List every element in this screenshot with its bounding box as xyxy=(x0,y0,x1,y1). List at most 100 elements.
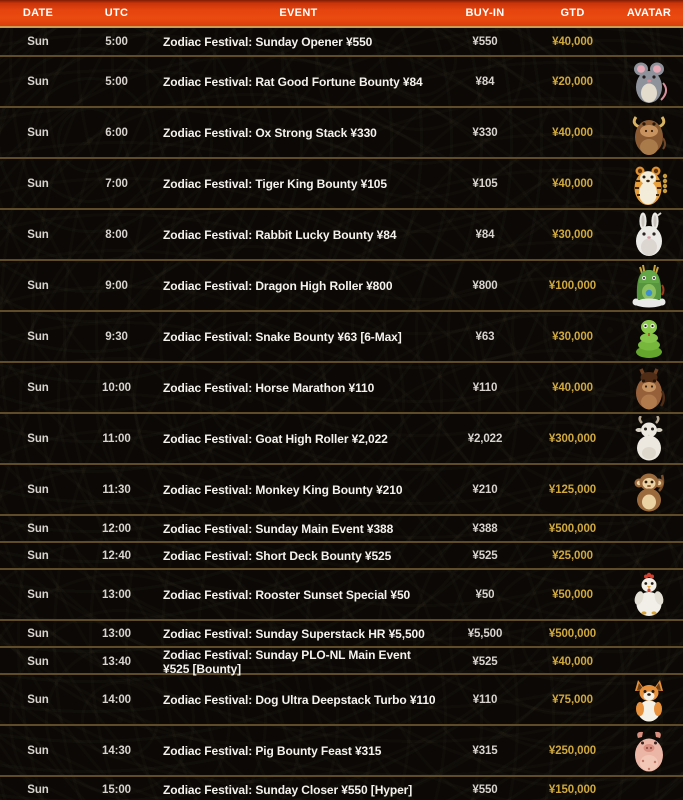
event-cell: Zodiac Festival: Sunday PLO-NL Main Even… xyxy=(163,648,411,676)
event-cell: Zodiac Festival: Rabbit Lucky Bounty ¥84 xyxy=(163,227,397,242)
avatar-cell xyxy=(615,777,683,800)
pig-avatar-icon xyxy=(615,726,683,775)
date-cell: Sun xyxy=(27,381,49,394)
event-cell: Zodiac Festival: Pig Bounty Feast ¥315 xyxy=(163,743,382,758)
table-row[interactable]: Sun 13:40 Zodiac Festival: Sunday PLO-NL… xyxy=(0,646,683,676)
event-cell: Zodiac Festival: Short Deck Bounty ¥525 xyxy=(163,548,392,563)
table-row[interactable]: Sun 7:00 Zodiac Festival: Tiger King Bou… xyxy=(0,157,683,208)
dragon-avatar-icon xyxy=(615,261,683,310)
table-body: Sun 5:00 Zodiac Festival: Sunday Opener … xyxy=(0,28,683,800)
event-cell: Zodiac Festival: Monkey King Bounty ¥210 xyxy=(163,482,403,497)
column-header-avatar: AVATAR xyxy=(626,7,672,19)
utc-cell: 7:00 xyxy=(105,177,128,190)
table-row[interactable]: Sun 13:00 Zodiac Festival: Rooster Sunse… xyxy=(0,568,683,619)
event-cell: Zodiac Festival: Rat Good Fortune Bounty… xyxy=(163,74,423,89)
avatar-cell xyxy=(615,543,683,568)
table-row[interactable]: Sun 10:00 Zodiac Festival: Horse Maratho… xyxy=(0,361,683,412)
rat-avatar-icon xyxy=(615,57,683,106)
table-row[interactable]: Sun 9:00 Zodiac Festival: Dragon High Ro… xyxy=(0,259,683,310)
table-row[interactable]: Sun 8:00 Zodiac Festival: Rabbit Lucky B… xyxy=(0,208,683,259)
utc-cell: 9:30 xyxy=(105,330,128,343)
buyin-cell: ¥5,500 xyxy=(467,627,503,640)
gtd-cell: ¥30,000 xyxy=(552,330,593,343)
buyin-cell: ¥550 xyxy=(472,35,498,48)
event-cell: Zodiac Festival: Sunday Closer ¥550 [Hyp… xyxy=(163,782,413,797)
column-header-gtd: GTD xyxy=(560,7,585,19)
event-cell: Zodiac Festival: Dragon High Roller ¥800 xyxy=(163,278,393,293)
date-cell: Sun xyxy=(27,783,49,796)
date-cell: Sun xyxy=(27,549,49,562)
gtd-cell: ¥40,000 xyxy=(552,177,593,190)
utc-cell: 15:00 xyxy=(102,783,131,796)
avatar-cell xyxy=(615,28,683,55)
buyin-cell: ¥110 xyxy=(472,381,498,394)
avatar-cell xyxy=(615,621,683,646)
table-row[interactable]: Sun 11:00 Zodiac Festival: Goat High Rol… xyxy=(0,412,683,463)
buyin-cell: ¥330 xyxy=(472,126,498,139)
date-cell: Sun xyxy=(27,75,49,88)
table-row[interactable]: Sun 12:00 Zodiac Festival: Sunday Main E… xyxy=(0,514,683,541)
utc-cell: 13:40 xyxy=(102,656,131,668)
gtd-cell: ¥75,000 xyxy=(552,693,593,706)
buyin-cell: ¥210 xyxy=(472,483,498,496)
date-cell: Sun xyxy=(27,177,49,190)
avatar-cell xyxy=(615,516,683,541)
event-cell: Zodiac Festival: Tiger King Bounty ¥105 xyxy=(163,176,387,191)
date-cell: Sun xyxy=(27,432,49,445)
gtd-cell: ¥125,000 xyxy=(548,483,597,496)
buyin-cell: ¥105 xyxy=(472,177,498,190)
event-cell: Zodiac Festival: Sunday Opener ¥550 xyxy=(163,34,373,49)
event-cell: Zodiac Festival: Ox Strong Stack ¥330 xyxy=(163,125,377,140)
gtd-cell: ¥500,000 xyxy=(548,522,597,535)
buyin-cell: ¥550 xyxy=(472,783,498,796)
utc-cell: 9:00 xyxy=(105,279,128,292)
date-cell: Sun xyxy=(27,483,49,496)
column-header-date: DATE xyxy=(22,7,54,19)
utc-cell: 12:00 xyxy=(102,522,131,535)
date-cell: Sun xyxy=(27,744,49,757)
buyin-cell: ¥50 xyxy=(475,588,495,601)
gtd-cell: ¥40,000 xyxy=(552,381,593,394)
gtd-cell: ¥50,000 xyxy=(552,588,593,601)
event-cell: Zodiac Festival: Goat High Roller ¥2,022 xyxy=(163,431,388,446)
event-cell: Zodiac Festival: Horse Marathon ¥110 xyxy=(163,380,375,395)
table-row[interactable]: Sun 9:30 Zodiac Festival: Snake Bounty ¥… xyxy=(0,310,683,361)
event-cell: Zodiac Festival: Rooster Sunset Special … xyxy=(163,587,411,602)
buyin-cell: ¥84 xyxy=(475,228,495,241)
table-row[interactable]: Sun 6:00 Zodiac Festival: Ox Strong Stac… xyxy=(0,106,683,157)
utc-cell: 14:30 xyxy=(102,744,131,757)
utc-cell: 11:30 xyxy=(102,483,131,496)
dog-avatar-icon xyxy=(615,675,683,724)
table-row[interactable]: Sun 14:00 Zodiac Festival: Dog Ultra Dee… xyxy=(0,673,683,724)
utc-cell: 6:00 xyxy=(105,126,128,139)
table-row[interactable]: Sun 13:00 Zodiac Festival: Sunday Supers… xyxy=(0,619,683,646)
gtd-cell: ¥250,000 xyxy=(548,744,597,757)
table-row[interactable]: Sun 11:30 Zodiac Festival: Monkey King B… xyxy=(0,463,683,514)
buyin-cell: ¥525 xyxy=(472,656,498,668)
utc-cell: 11:00 xyxy=(102,432,131,445)
table-row[interactable]: Sun 14:30 Zodiac Festival: Pig Bounty Fe… xyxy=(0,724,683,775)
utc-cell: 10:00 xyxy=(102,381,131,394)
date-cell: Sun xyxy=(27,693,49,706)
event-cell: Zodiac Festival: Dog Ultra Deepstack Tur… xyxy=(163,692,436,707)
gtd-cell: ¥100,000 xyxy=(548,279,597,292)
gtd-cell: ¥40,000 xyxy=(552,126,593,139)
gtd-cell: ¥40,000 xyxy=(552,656,593,668)
column-header-buyin: BUY-IN xyxy=(465,7,505,19)
table-row[interactable]: Sun 5:00 Zodiac Festival: Sunday Opener … xyxy=(0,28,683,55)
utc-cell: 8:00 xyxy=(105,228,128,241)
goat-avatar-icon xyxy=(615,414,683,463)
table-row[interactable]: Sun 15:00 Zodiac Festival: Sunday Closer… xyxy=(0,775,683,800)
event-cell: Zodiac Festival: Sunday Main Event ¥388 xyxy=(163,521,394,536)
buyin-cell: ¥84 xyxy=(475,75,495,88)
date-cell: Sun xyxy=(27,522,49,535)
gtd-cell: ¥30,000 xyxy=(552,228,593,241)
utc-cell: 13:00 xyxy=(102,627,131,640)
buyin-cell: ¥315 xyxy=(472,744,498,757)
utc-cell: 13:00 xyxy=(102,588,131,601)
table-row[interactable]: Sun 12:40 Zodiac Festival: Short Deck Bo… xyxy=(0,541,683,568)
event-cell: Zodiac Festival: Snake Bounty ¥63 [6-Max… xyxy=(163,329,402,344)
gtd-cell: ¥150,000 xyxy=(548,783,597,796)
utc-cell: 14:00 xyxy=(102,693,131,706)
table-row[interactable]: Sun 5:00 Zodiac Festival: Rat Good Fortu… xyxy=(0,55,683,106)
